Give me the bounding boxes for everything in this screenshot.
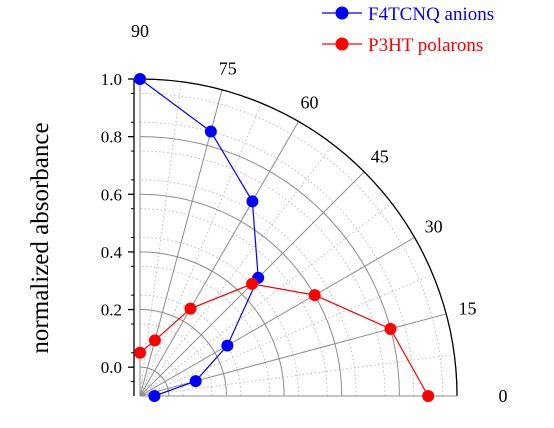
series-layer <box>134 73 435 402</box>
labels-layer: 1.0 0.8 0.6 0.4 0.2 0.0 90 75 60 45 30 15 0 <box>101 21 508 406</box>
data-point-p3ht <box>184 302 197 315</box>
minor-grid-arc <box>139 294 242 397</box>
data-point-f4tcnq <box>204 125 217 138</box>
minor-grid-arc <box>139 208 328 397</box>
minor-grid-spoke <box>139 81 182 397</box>
radial-axis-title: normalized absorbance <box>27 122 54 353</box>
minor-grid-spoke <box>139 274 434 397</box>
data-point-p3ht <box>134 346 146 359</box>
radial-tick-label: 0.8 <box>101 128 122 147</box>
minor-grid-spoke <box>139 202 392 397</box>
data-point-p3ht <box>422 390 435 402</box>
series-line-p3ht <box>139 283 429 397</box>
angle-tick-label: 30 <box>425 217 443 237</box>
radial-tick-label: 1.0 <box>101 70 122 89</box>
data-point-f4tcnq <box>221 339 234 352</box>
angle-tick-label: 90 <box>131 21 149 41</box>
radial-tick-label: 0.6 <box>101 185 122 204</box>
legend-marker-f4tcnq <box>335 6 349 20</box>
data-point-p3ht <box>246 277 259 290</box>
minor-grid-arc <box>139 179 357 397</box>
radial-tick-label: 0.2 <box>101 301 122 320</box>
minor-grid-spoke <box>139 144 334 397</box>
angle-tick-label: 15 <box>458 298 476 318</box>
radial-tick-label: 0.0 <box>101 358 122 377</box>
major-grid-spoke <box>139 121 299 397</box>
minor-grid-arc <box>139 381 155 397</box>
legend-marker-p3ht <box>335 37 349 51</box>
data-point-p3ht <box>148 334 161 347</box>
data-point-f4tcnq <box>134 73 146 85</box>
angle-tick-label: 75 <box>219 59 237 79</box>
radial-tick-label: 0.4 <box>101 243 123 262</box>
data-point-f4tcnq <box>246 195 259 208</box>
major-grid <box>139 78 458 397</box>
outer-arc <box>139 78 458 397</box>
data-point-p3ht <box>384 322 397 335</box>
legend: F4TCNQ anions P3HT polarons <box>322 4 494 56</box>
legend-label-f4tcnq: F4TCNQ anions <box>368 4 494 25</box>
minor-grid-spoke <box>139 102 262 397</box>
major-grid-spoke <box>139 237 415 397</box>
angle-tick-label: 60 <box>301 92 319 112</box>
angle-tick-label: 45 <box>371 146 389 166</box>
major-grid-spoke <box>139 313 447 397</box>
minor-grid-spoke <box>139 354 455 397</box>
legend-label-p3ht: P3HT polarons <box>368 35 483 56</box>
data-point-p3ht <box>308 289 321 302</box>
axes <box>128 78 458 397</box>
angle-tick-label: 0 <box>499 386 508 406</box>
data-point-f4tcnq <box>189 375 202 388</box>
data-point-f4tcnq <box>148 390 161 402</box>
minor-grid-arc <box>139 92 444 397</box>
